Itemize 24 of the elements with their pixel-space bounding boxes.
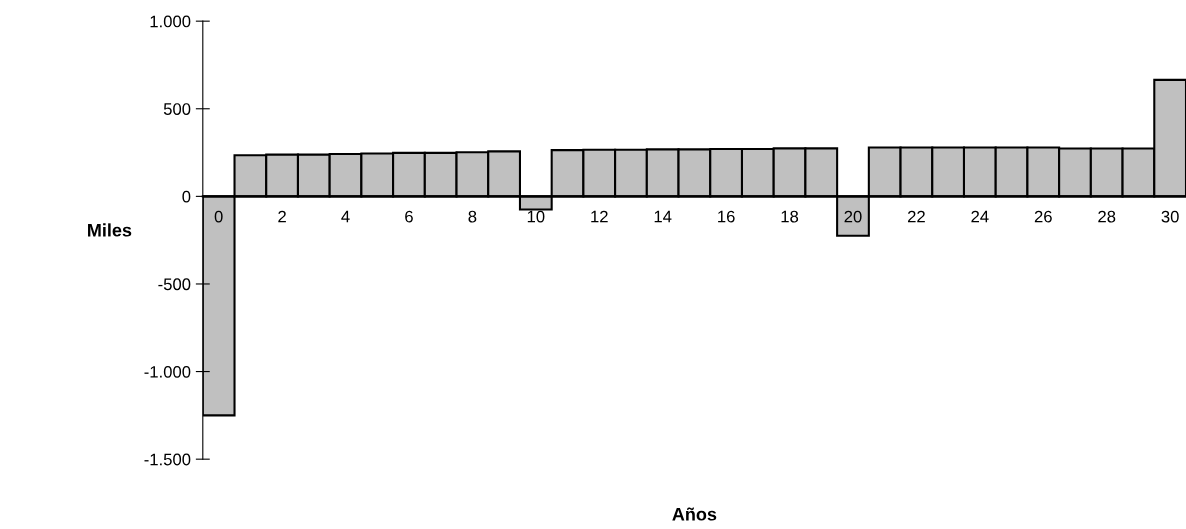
x-tick-label: 14 bbox=[654, 210, 672, 223]
x-tick-label: 12 bbox=[591, 210, 608, 223]
x-tick-label: 0 bbox=[214, 210, 223, 223]
x-tick-label: 4 bbox=[341, 210, 350, 223]
y-tick-label: -500 bbox=[158, 278, 191, 291]
x-tick-label: 6 bbox=[405, 210, 413, 223]
x-tick-label: 26 bbox=[1034, 210, 1052, 223]
y-tick-label: 1.000 bbox=[150, 15, 191, 28]
x-tick-label: 16 bbox=[718, 210, 735, 223]
x-axis-title: Años bbox=[672, 507, 717, 521]
x-tick-label: 10 bbox=[527, 210, 545, 223]
x-tick-label: 22 bbox=[907, 210, 925, 223]
y-tick-label: 0 bbox=[182, 190, 191, 203]
y-tick-label: 500 bbox=[163, 103, 191, 115]
x-tick-label: 2 bbox=[278, 210, 286, 223]
x-tick-label: 20 bbox=[844, 210, 862, 223]
x-tick-label: 24 bbox=[971, 210, 989, 223]
x-tick-label: 8 bbox=[468, 210, 477, 223]
x-tick-label: 18 bbox=[781, 210, 799, 223]
x-tick-label: 28 bbox=[1098, 210, 1116, 223]
y-tick-label: -1.000 bbox=[144, 365, 191, 378]
y-tick-label: -1.500 bbox=[144, 453, 191, 466]
x-tick-label: 30 bbox=[1161, 210, 1179, 223]
y-axis-title: Miles bbox=[88, 223, 132, 237]
